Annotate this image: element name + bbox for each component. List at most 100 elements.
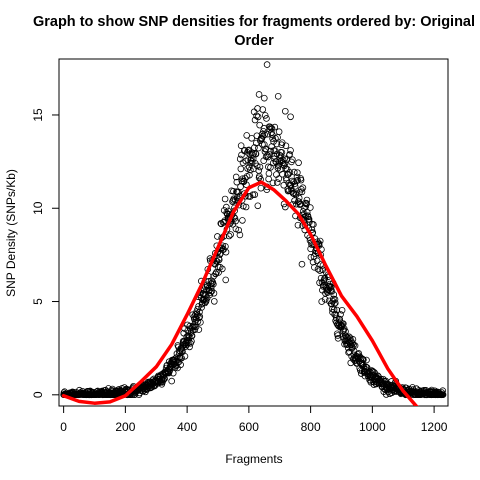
data-point (247, 166, 254, 174)
data-point (261, 131, 268, 139)
data-point (181, 352, 189, 360)
data-point (269, 135, 276, 142)
data-point (334, 332, 342, 339)
data-point (327, 284, 334, 292)
chart-title: Graph to show SNP densities for fragment… (33, 14, 475, 49)
data-point (197, 319, 204, 326)
data-point (261, 112, 269, 119)
data-point (225, 232, 233, 240)
data-point (274, 93, 282, 100)
x-axis-label: Fragments (225, 452, 282, 466)
y-axis-label: SNP Density (SNPs/Kb) (4, 169, 18, 297)
data-point (333, 306, 341, 314)
data-point (281, 203, 289, 211)
data-point (208, 280, 216, 287)
data-point (256, 172, 263, 180)
data-point (246, 171, 253, 179)
data-point (173, 359, 181, 367)
data-point (340, 320, 347, 327)
data-point (327, 283, 335, 291)
plot-frame (58, 58, 449, 407)
data-point (256, 121, 263, 129)
data-point (214, 233, 221, 240)
scatter-points (60, 61, 447, 399)
y-tick-label: 15 (31, 108, 45, 122)
data-point (289, 156, 296, 163)
data-point (294, 169, 301, 176)
data-point (295, 198, 303, 206)
data-point (255, 144, 262, 152)
x-tick-label: 400 (177, 420, 197, 434)
data-point (233, 178, 241, 186)
data-point (248, 134, 255, 142)
y-tick-label: 5 (31, 298, 45, 305)
data-point (251, 191, 259, 198)
data-point (236, 231, 244, 239)
data-point (254, 113, 262, 121)
data-point (261, 94, 268, 102)
data-point (269, 179, 277, 187)
data-point (221, 195, 229, 203)
data-point (362, 363, 370, 371)
data-point (235, 226, 242, 234)
data-point (307, 204, 314, 211)
data-point (282, 165, 289, 172)
x-tick-label: 800 (301, 420, 321, 434)
data-point (332, 311, 340, 318)
fit-line (61, 180, 419, 406)
data-point (342, 332, 350, 340)
data-point (210, 298, 218, 305)
data-point (222, 248, 230, 256)
data-point (265, 170, 273, 177)
data-point (332, 299, 339, 307)
data-point (286, 169, 294, 176)
y-tick-label: 0 (31, 391, 45, 398)
data-point (331, 296, 339, 303)
data-point (263, 115, 270, 122)
data-point (259, 141, 266, 148)
data-point (278, 149, 286, 156)
data-point (251, 144, 258, 151)
data-point (249, 151, 256, 158)
data-point (281, 160, 289, 167)
data-point (242, 203, 250, 211)
data-point (338, 306, 346, 314)
fit-line-group (61, 180, 419, 406)
data-point (208, 287, 216, 295)
data-point (208, 277, 215, 284)
chart-title-line-1: Graph to show SNP densities for fragment… (33, 14, 475, 30)
data-point (330, 291, 338, 298)
data-point (299, 184, 307, 192)
data-point (311, 264, 318, 271)
data-point (263, 61, 271, 68)
data-point (313, 257, 321, 265)
data-point (259, 106, 267, 113)
data-point (195, 326, 203, 333)
data-point (290, 168, 298, 176)
data-point (337, 311, 344, 318)
data-point (287, 113, 294, 121)
data-point (439, 391, 447, 399)
data-point (253, 112, 260, 120)
data-point (305, 215, 313, 223)
data-point (247, 159, 255, 167)
data-point (374, 372, 382, 380)
data-point (285, 179, 293, 187)
chart-title-line-2: Order (234, 33, 274, 49)
data-point (318, 298, 326, 305)
data-point (174, 355, 182, 362)
y-axis: 0 5 10 15 (31, 108, 60, 398)
y-tick-label: 10 (31, 201, 45, 215)
data-point (168, 377, 175, 385)
data-point (287, 147, 294, 154)
data-point (298, 260, 306, 268)
data-point (243, 181, 250, 189)
data-point (316, 279, 323, 287)
data-point (257, 184, 265, 192)
data-point (309, 258, 317, 266)
data-point (237, 165, 245, 173)
x-tick-label: 0 (60, 420, 67, 434)
data-point (232, 217, 239, 225)
data-point (230, 187, 237, 195)
